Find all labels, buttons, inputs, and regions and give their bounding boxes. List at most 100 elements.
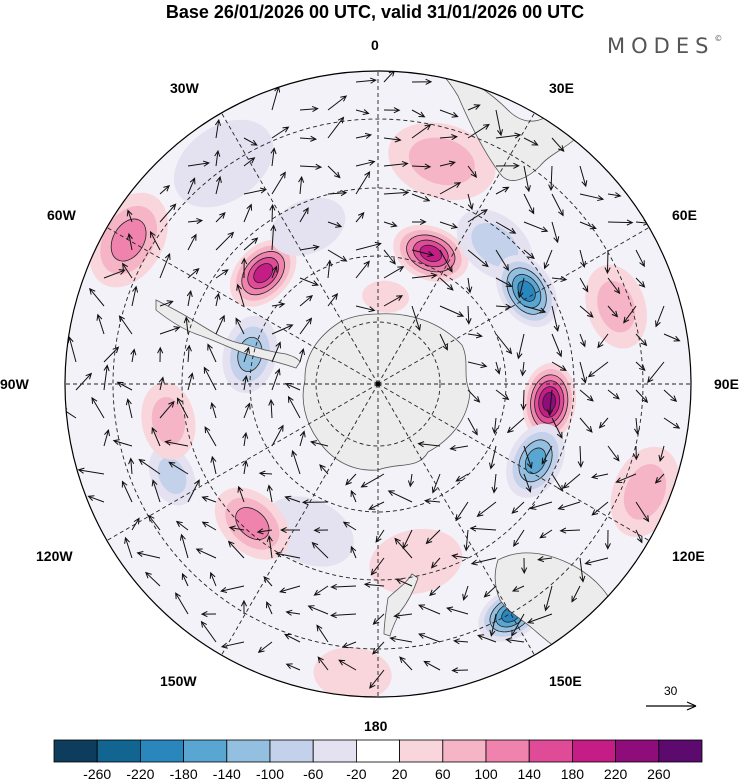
wind-arrow (210, 455, 217, 475)
wind-arrow (126, 209, 133, 223)
wind-arrow (200, 620, 217, 643)
colorbar-swatch (528, 739, 573, 763)
negative-anomaly (148, 445, 196, 506)
wind-arrow (215, 314, 225, 335)
wind-arrow (523, 165, 531, 193)
wind-arrow (67, 336, 77, 363)
wind-arrow (220, 585, 245, 593)
wind-arrow (375, 529, 385, 543)
wind-arrow (291, 449, 301, 475)
wind-arrow (299, 105, 319, 113)
wind-arrow (200, 611, 217, 618)
wind-arrow (209, 571, 217, 587)
meridian-150w (221, 383, 379, 656)
wind-arrow (467, 193, 474, 211)
wind-arrow (342, 521, 357, 531)
wind-arrow (185, 344, 192, 363)
wind-arrow (607, 445, 620, 462)
wind-arrow (559, 527, 581, 534)
wind-arrow (537, 556, 553, 563)
wind-arrow (270, 224, 277, 251)
wind-arrow (517, 277, 525, 299)
wind-arrow (439, 221, 459, 229)
wind-arrow (287, 395, 301, 419)
wind-arrow (393, 612, 413, 619)
lon-label-60e: 60E (672, 207, 697, 223)
wind-arrow (491, 473, 498, 494)
colorbar-tick-label: -260 (83, 766, 112, 782)
wind-arrow (327, 95, 348, 111)
wind-arrow (439, 333, 448, 351)
wind-arrow (271, 341, 282, 363)
wind-arrow (411, 305, 422, 332)
colorbar-tick-label: -60 (303, 766, 324, 782)
colorbar-swatch (399, 739, 444, 763)
wind-arrow (228, 525, 245, 532)
wind-arrow (523, 193, 535, 215)
wind-arrow (489, 613, 497, 637)
wind-arrow (467, 389, 481, 403)
wind-arrow (523, 445, 533, 470)
wind-arrow (368, 501, 385, 510)
wind-arrow (243, 346, 250, 363)
wind-arrow (469, 525, 497, 532)
wind-arrow (271, 368, 281, 391)
wind-arrow (579, 193, 605, 202)
wind-arrow (635, 277, 646, 288)
wind-arrow (271, 171, 286, 195)
anomaly-contour (253, 263, 274, 284)
wind-arrow (411, 123, 432, 139)
wind-arrow (204, 426, 217, 447)
positive-anomaly (369, 528, 463, 595)
lon-label-120w: 120W (36, 548, 73, 564)
wind-arrow (158, 376, 165, 391)
wind-arrow (125, 398, 133, 419)
wind-arrow (511, 613, 525, 637)
anomaly-contour (623, 464, 667, 520)
wind-arrow (179, 533, 189, 559)
wind-arrow (237, 485, 245, 503)
modes-logo: MODES© (607, 34, 722, 58)
wind-arrow (285, 663, 301, 671)
wind-arrow (345, 473, 357, 486)
wind-arrow (299, 207, 309, 223)
wind-arrow (243, 203, 253, 223)
wind-arrow (242, 459, 249, 475)
anomaly-contour (151, 397, 186, 445)
south-america-outline (155, 299, 301, 369)
wind-arrow (418, 633, 441, 643)
colorbar-swatch (312, 739, 357, 763)
wind-arrow (607, 192, 622, 199)
wind-arrow (439, 305, 465, 317)
wind-arrow (168, 461, 189, 475)
wind-arrow (103, 346, 120, 363)
wind-arrow (266, 534, 273, 559)
wind-arrow (270, 147, 277, 167)
negative-anomaly (264, 496, 354, 567)
anomaly-contour (270, 197, 346, 256)
wind-arrow (175, 592, 189, 615)
wind-arrow (355, 170, 371, 195)
wind-arrow (148, 514, 161, 531)
wind-arrow (551, 193, 564, 217)
wind-arrow (257, 641, 273, 653)
wind-arrow (523, 473, 532, 493)
map-border (64, 70, 692, 698)
wind-arrow (647, 361, 665, 384)
wind-arrow (235, 317, 245, 335)
reference-vector (646, 701, 697, 711)
wind-arrow (176, 397, 189, 419)
anomaly-contour (264, 496, 354, 567)
wind-arrow (476, 501, 497, 517)
wind-arrow (363, 581, 385, 588)
wind-arrow (449, 444, 469, 452)
lon-label-180: 180 (364, 718, 388, 734)
wind-arrow (607, 219, 634, 226)
meridian-150e (377, 383, 535, 656)
wind-arrow (243, 237, 259, 251)
colorbar-tick-label: -180 (169, 766, 198, 782)
lon-label-150w: 150W (160, 673, 197, 689)
wind-arrow (579, 221, 597, 230)
meridian-30e (377, 112, 535, 385)
wind-arrow (520, 389, 527, 411)
